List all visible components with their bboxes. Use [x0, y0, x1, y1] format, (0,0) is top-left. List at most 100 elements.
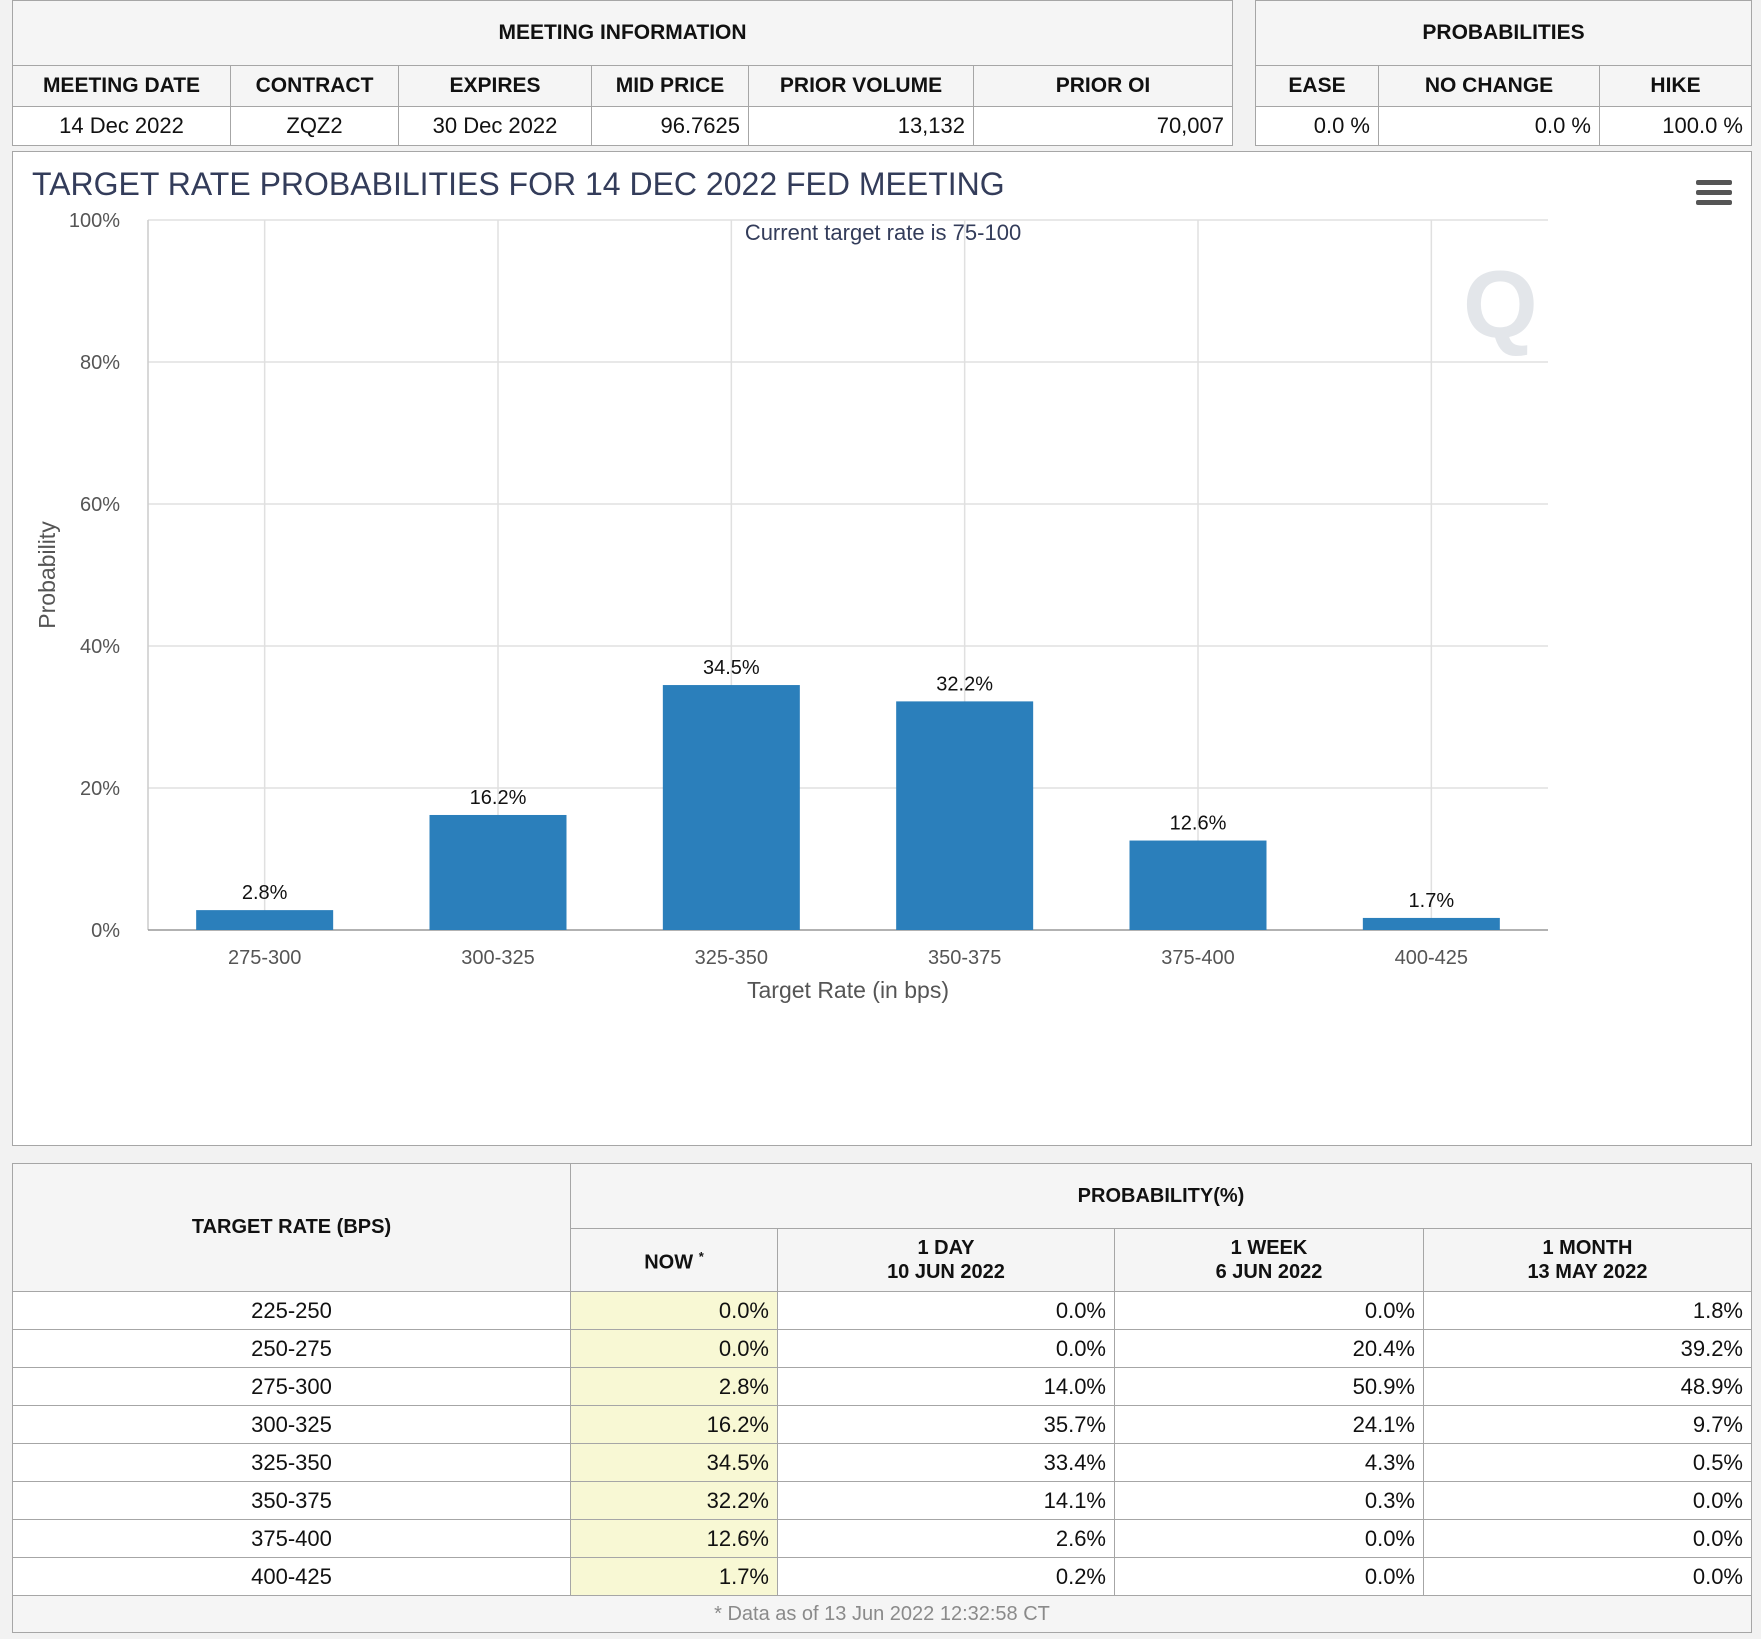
- col-now: NOW *: [570, 1228, 778, 1292]
- prior-oi-value: 70,007: [973, 106, 1233, 146]
- table-row: 300-325 16.2% 35.7% 24.1% 9.7%: [12, 1405, 1752, 1444]
- target-rate-table: TARGET RATE (BPS) PROBABILITY(%) NOW * 1…: [12, 1163, 1752, 1633]
- table-row: 250-275 0.0% 0.0% 20.4% 39.2%: [12, 1329, 1752, 1368]
- meeting-info-header: MEETING INFORMATION: [12, 0, 1233, 66]
- no-change-value: 0.0 %: [1378, 106, 1600, 146]
- y-tick-label: 20%: [80, 778, 120, 800]
- y-tick-label: 80%: [80, 352, 120, 374]
- 1-month-cell: 0.5%: [1423, 1443, 1752, 1482]
- meeting-date-value: 14 Dec 2022: [12, 106, 231, 146]
- 1-day-cell: 14.1%: [777, 1481, 1115, 1520]
- 1-day-cell: 14.0%: [777, 1367, 1115, 1406]
- table-row: 225-250 0.0% 0.0% 0.0% 1.8%: [12, 1291, 1752, 1330]
- 1-day-cell: 0.2%: [777, 1557, 1115, 1596]
- y-axis-title: Probability: [34, 521, 60, 629]
- rate-cell: 300-325: [12, 1405, 571, 1444]
- bar: [196, 910, 334, 930]
- col-contract: CONTRACT: [230, 65, 399, 107]
- table-row: 275-300 2.8% 14.0% 50.9% 48.9%: [12, 1367, 1752, 1406]
- bar-data-label: 1.7%: [1409, 890, 1455, 912]
- now-cell: 32.2%: [570, 1481, 778, 1520]
- chart-subtitle: Current target rate is 75-100: [744, 220, 1022, 245]
- col-1-week-date: 6 JUN 2022: [1215, 1261, 1323, 1283]
- 1-week-cell: 20.4%: [1114, 1329, 1424, 1368]
- 1-month-cell: 1.8%: [1423, 1291, 1752, 1330]
- table-row: 350-375 32.2% 14.1% 0.3% 0.0%: [12, 1481, 1752, 1520]
- 1-day-cell: 33.4%: [777, 1443, 1115, 1482]
- bar: [896, 701, 1034, 930]
- x-tick-label: 275-300: [228, 947, 301, 969]
- now-cell: 1.7%: [570, 1557, 778, 1596]
- 1-week-cell: 0.3%: [1114, 1481, 1424, 1520]
- col-meeting-date: MEETING DATE: [12, 65, 231, 107]
- prior-volume-value: 13,132: [748, 106, 974, 146]
- col-mid-price: MID PRICE: [591, 65, 749, 107]
- x-tick-label: 325-350: [695, 947, 768, 969]
- table-row: 375-400 12.6% 2.6% 0.0% 0.0%: [12, 1519, 1752, 1558]
- rate-cell: 225-250: [12, 1291, 571, 1330]
- 1-month-cell: 9.7%: [1423, 1405, 1752, 1444]
- now-label: NOW: [644, 1251, 694, 1274]
- 1-month-cell: 0.0%: [1423, 1519, 1752, 1558]
- 1-week-cell: 0.0%: [1114, 1519, 1424, 1558]
- 1-day-cell: 2.6%: [777, 1519, 1115, 1558]
- data-timestamp-footnote: * Data as of 13 Jun 2022 12:32:58 CT: [12, 1595, 1752, 1633]
- col-1-day-label: 1 DAY: [917, 1237, 975, 1259]
- bar: [1362, 917, 1500, 930]
- col-ease: EASE: [1255, 65, 1379, 107]
- expires-value: 30 Dec 2022: [398, 106, 592, 146]
- rate-cell: 275-300: [12, 1367, 571, 1406]
- x-tick-label: 350-375: [928, 947, 1001, 969]
- x-axis-title: Target Rate (in bps): [747, 977, 949, 1003]
- 1-day-cell: 35.7%: [777, 1405, 1115, 1444]
- chart-title: TARGET RATE PROBABILITIES FOR 14 DEC 202…: [32, 166, 1005, 202]
- 1-week-cell: 50.9%: [1114, 1367, 1424, 1406]
- x-tick-label: 300-325: [461, 947, 534, 969]
- now-cell: 2.8%: [570, 1367, 778, 1406]
- hamburger-menu-icon[interactable]: [1696, 180, 1732, 210]
- contract-value: ZQZ2: [230, 106, 399, 146]
- rate-cell: 400-425: [12, 1557, 571, 1596]
- 1-day-cell: 0.0%: [777, 1329, 1115, 1368]
- probabilities-table: PROBABILITIES EASE NO CHANGE HIKE 0.0 % …: [1255, 0, 1752, 146]
- 1-week-cell: 24.1%: [1114, 1405, 1424, 1444]
- col-1-day-date: 10 JUN 2022: [887, 1261, 1005, 1283]
- 1-week-cell: 4.3%: [1114, 1443, 1424, 1482]
- bar-data-label: 34.5%: [703, 657, 760, 679]
- 1-week-cell: 0.0%: [1114, 1557, 1424, 1596]
- y-tick-label: 100%: [69, 210, 120, 232]
- bar: [429, 814, 567, 930]
- rate-cell: 325-350: [12, 1443, 571, 1482]
- col-1-week-label: 1 WEEK: [1230, 1237, 1308, 1259]
- now-cell: 12.6%: [570, 1519, 778, 1558]
- mid-price-value: 96.7625: [591, 106, 749, 146]
- bar-chart: Q 0% 20% 40% 60% 80% 100% 2.8% 275-300 16.2% 300-3…: [34, 210, 1548, 1003]
- probability-header: PROBABILITY(%): [570, 1163, 1752, 1229]
- now-asterisk: *: [698, 1249, 704, 1265]
- col-prior-volume: PRIOR VOLUME: [748, 65, 974, 107]
- col-1-month-date: 13 MAY 2022: [1527, 1261, 1648, 1283]
- bar-data-label: 12.6%: [1170, 813, 1227, 835]
- col-expires: EXPIRES: [398, 65, 592, 107]
- 1-month-cell: 39.2%: [1423, 1329, 1752, 1368]
- col-prior-oi: PRIOR OI: [973, 65, 1233, 107]
- hike-value: 100.0 %: [1599, 106, 1752, 146]
- table-row: 400-425 1.7% 0.2% 0.0% 0.0%: [12, 1557, 1752, 1596]
- col-no-change: NO CHANGE: [1378, 65, 1600, 107]
- meeting-info-table: MEETING INFORMATION MEETING DATE CONTRAC…: [12, 0, 1233, 146]
- x-tick-label: 400-425: [1395, 947, 1468, 969]
- x-tick-label: 375-400: [1161, 947, 1234, 969]
- chart-panel: TARGET RATE PROBABILITIES FOR 14 DEC 202…: [12, 151, 1752, 1146]
- col-1-month-label: 1 MONTH: [1542, 1237, 1633, 1259]
- 1-day-cell: 0.0%: [777, 1291, 1115, 1330]
- now-cell: 0.0%: [570, 1291, 778, 1330]
- rate-cell: 350-375: [12, 1481, 571, 1520]
- target-rate-header: TARGET RATE (BPS): [12, 1163, 571, 1292]
- 1-week-cell: 0.0%: [1114, 1291, 1424, 1330]
- 1-month-cell: 0.0%: [1423, 1557, 1752, 1596]
- bar-data-label: 32.2%: [936, 673, 993, 695]
- y-tick-label: 60%: [80, 494, 120, 516]
- y-tick-label: 40%: [80, 636, 120, 658]
- 1-month-cell: 48.9%: [1423, 1367, 1752, 1406]
- now-cell: 0.0%: [570, 1329, 778, 1368]
